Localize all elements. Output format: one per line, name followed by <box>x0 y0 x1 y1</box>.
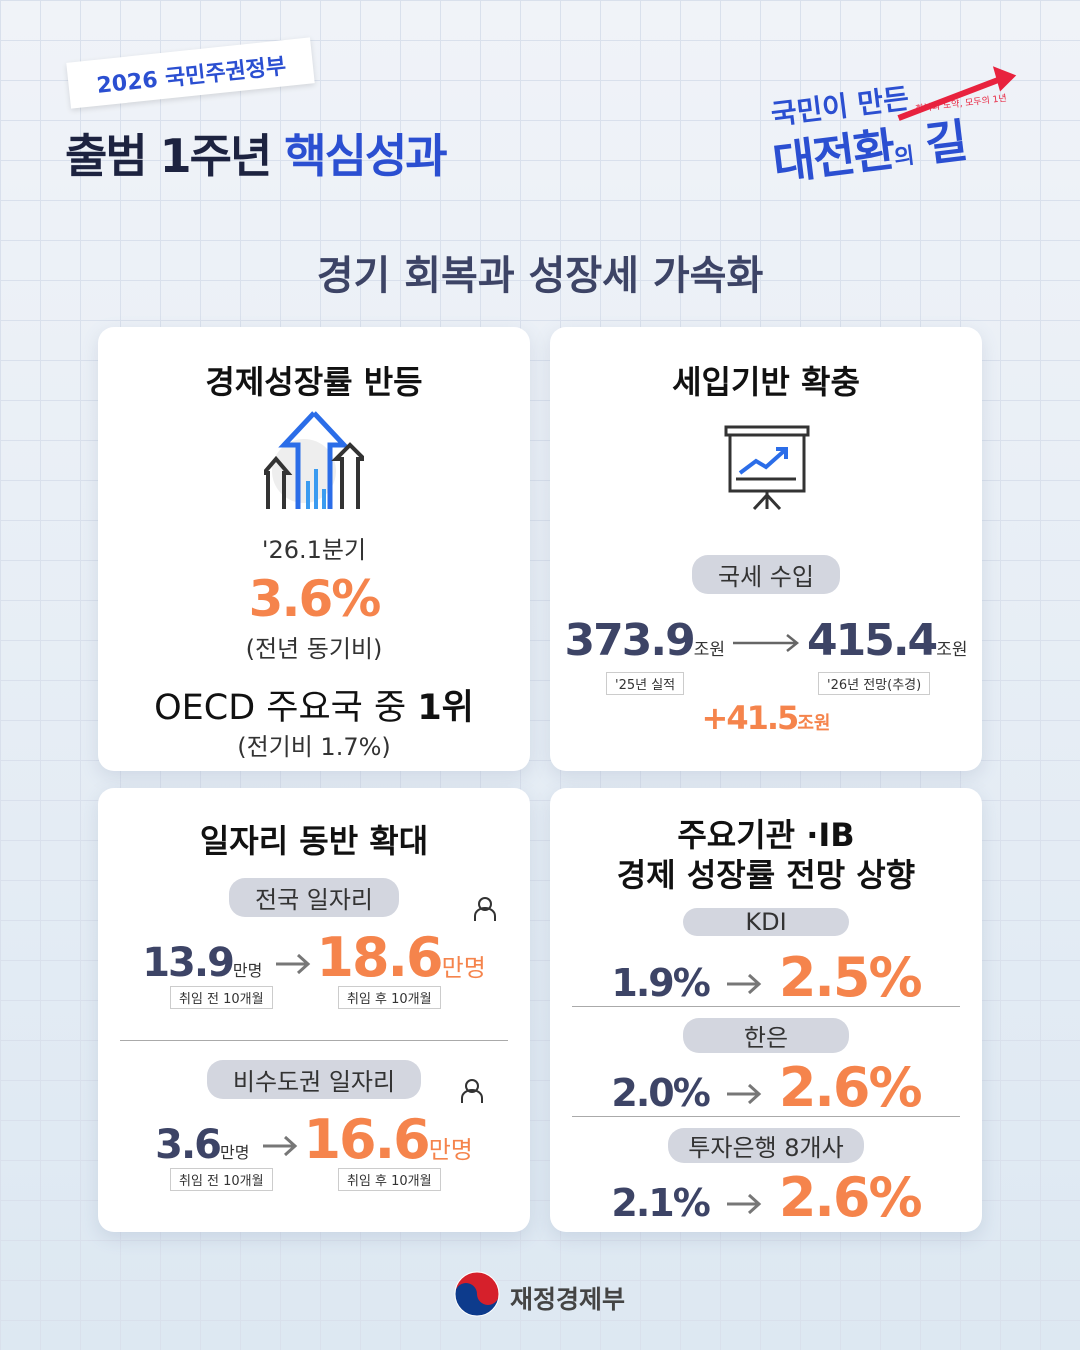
arrow <box>726 1083 762 1105</box>
card-forecast: 주요기관 ·IB 경제 성장률 전망 상향 KDI 1.9% 2.5% 한은 2.0% 2… <box>550 788 982 1232</box>
pill: 전국 일자리 <box>228 878 400 917</box>
from-unit: 만명 <box>220 1143 250 1162</box>
logo-arrow <box>897 66 1017 121</box>
logo-big: 대전환 <box>769 122 897 191</box>
forecast-row: 2.0% 2.6% <box>550 1056 982 1119</box>
pill-wrap: 국세 수입 <box>550 555 982 594</box>
to-value: 415.4 <box>807 615 938 666</box>
jobs-row: 13.9 만명 18.6만명 <box>98 897 530 989</box>
to-unit: 만명 <box>441 954 486 982</box>
diff-unit: 조원 <box>797 713 831 734</box>
from-value: 1.9% <box>611 961 710 1005</box>
rank: 1위 <box>417 688 474 728</box>
logo-particle: 의 <box>892 143 915 171</box>
board-icon <box>724 425 810 511</box>
growth-icon <box>264 411 364 509</box>
to-wrap: 18.6만명 <box>316 897 496 989</box>
pill: 한은 <box>683 1018 849 1053</box>
pill-wrap: 비수도권 일자리 <box>98 1060 530 1099</box>
pill: 비수도권 일자리 <box>206 1060 422 1099</box>
logo: 국민이 만든 회복과 도약, 모두의 1년 대전환의 길 <box>764 55 1037 206</box>
person-icon <box>473 897 496 921</box>
note: (전년 동기비) <box>245 635 383 663</box>
to-label-wrap: '26년 전망(추경) <box>818 672 931 695</box>
from-value: 2.0% <box>611 1071 710 1115</box>
diff-value: +41.5 <box>701 699 800 737</box>
to-label: '26년 전망(추경) <box>818 672 931 695</box>
pill: KDI <box>683 908 849 936</box>
to-label-wrap: 취임 후 10개월 <box>338 986 441 1009</box>
to-value: 2.6% <box>778 1056 923 1119</box>
forecast-row: 2.1% 2.6% <box>550 1166 982 1229</box>
header-title: 출범 1주년 핵심성과 <box>65 120 448 186</box>
arrow <box>726 973 762 995</box>
period: '26.1분기 <box>261 536 367 564</box>
to-label: 취임 후 10개월 <box>338 1168 441 1191</box>
to-wrap: 16.6만명 <box>303 1079 483 1171</box>
rank-line: OECD 주요국 중 1위 <box>98 679 530 730</box>
from-value: 373.9 <box>564 615 696 666</box>
divider <box>120 1040 508 1041</box>
footer: 재정경제부 <box>510 1285 626 1314</box>
emblem <box>454 1271 500 1317</box>
jobs-row: 3.6 만명 16.6만명 <box>98 1079 530 1171</box>
card-title: 세입기반 확충 <box>672 363 860 401</box>
card-title: 경제성장률 반등 <box>205 363 423 401</box>
pill-wrap: 한은 <box>550 1018 982 1053</box>
pill: 투자은행 8개사 <box>668 1128 864 1163</box>
diff-row: +41.5 조원 <box>550 699 982 737</box>
card-title: 주요기관 ·IB <box>677 816 855 854</box>
rank-note: (전기비 1.7%) <box>237 733 391 761</box>
card-jobs: 일자리 동반 확대 전국 일자리 13.9 만명 18.6만명 취임 전 10개월 취임 … <box>98 788 530 1232</box>
from-label-wrap: 취임 전 10개월 <box>170 1168 273 1191</box>
from-label-wrap: 취임 전 10개월 <box>170 986 273 1009</box>
to-value: 18.6 <box>316 926 443 989</box>
from-label: 취임 전 10개월 <box>170 986 273 1009</box>
from-label-wrap: '25년 실적 <box>606 672 685 695</box>
logo-last: 길 <box>921 113 969 172</box>
rank-prefix: OECD 주요국 중 <box>154 688 418 728</box>
to-unit: 만명 <box>428 1136 473 1164</box>
to-label: 취임 후 10개월 <box>338 986 441 1009</box>
from-label: 취임 전 10개월 <box>170 1168 273 1191</box>
revenue-row: 373.9 조원 415.4 조원 <box>550 615 982 666</box>
arrow <box>733 634 800 652</box>
to-label-wrap: 취임 후 10개월 <box>338 1168 441 1191</box>
divider <box>572 1116 960 1117</box>
from-unit: 만명 <box>232 961 263 980</box>
pill-wrap: 투자은행 8개사 <box>550 1128 982 1163</box>
card-revenue: 세입기반 확충 국세 수입 373.9 조원 415.4 조원 '25년 실적 '2… <box>550 327 982 771</box>
to-unit: 조원 <box>936 640 968 660</box>
growth-value: 3.6% <box>248 570 382 628</box>
from-unit: 조원 <box>693 640 725 660</box>
to-value: 2.5% <box>778 946 923 1009</box>
from-value: 13.9 <box>142 940 235 986</box>
arrow <box>276 953 311 975</box>
to-value: 16.6 <box>303 1108 430 1171</box>
person-icon <box>460 1079 483 1103</box>
section-title: 경기 회복과 성장세 가속화 <box>316 253 764 299</box>
pill-wrap: KDI <box>550 908 982 936</box>
title-accent: 핵심성과 <box>284 129 447 183</box>
from-value: 2.1% <box>611 1181 710 1225</box>
to-value: 2.6% <box>778 1166 923 1229</box>
pill: 국세 수입 <box>692 555 840 594</box>
card-title: 경제 성장률 전망 상향 <box>616 856 916 894</box>
card-title: 일자리 동반 확대 <box>199 822 429 860</box>
arrow <box>726 1193 762 1215</box>
from-value: 3.6 <box>155 1122 222 1168</box>
pill-wrap: 전국 일자리 <box>98 878 530 917</box>
title-main: 출범 1주년 <box>65 129 272 183</box>
arrow <box>263 1135 298 1157</box>
forecast-row: 1.9% 2.5% <box>550 946 982 1009</box>
from-label: '25년 실적 <box>606 672 685 695</box>
card-growth: 경제성장률 반등 '26.1분기 3.6% (전년 동기비) OECD 주요국 … <box>98 327 530 771</box>
divider <box>572 1006 960 1007</box>
